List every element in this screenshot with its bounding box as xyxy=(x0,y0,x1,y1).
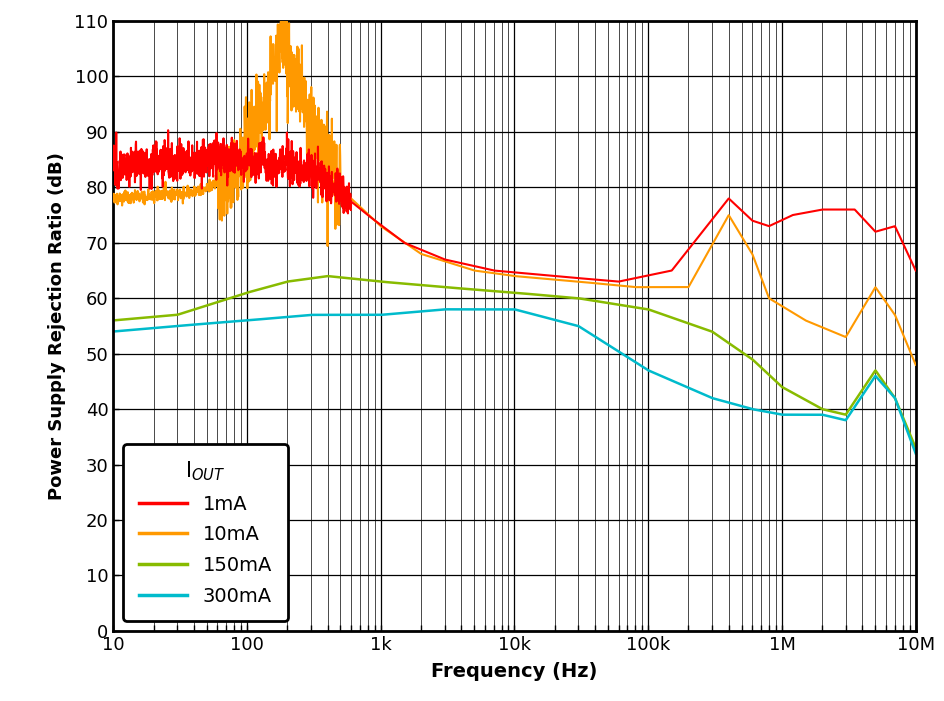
X-axis label: Frequency (Hz): Frequency (Hz) xyxy=(431,662,598,681)
Legend: 1mA, 10mA, 150mA, 300mA: 1mA, 10mA, 150mA, 300mA xyxy=(123,444,288,621)
Y-axis label: Power Supply Rejection Ratio (dB): Power Supply Rejection Ratio (dB) xyxy=(48,152,66,500)
